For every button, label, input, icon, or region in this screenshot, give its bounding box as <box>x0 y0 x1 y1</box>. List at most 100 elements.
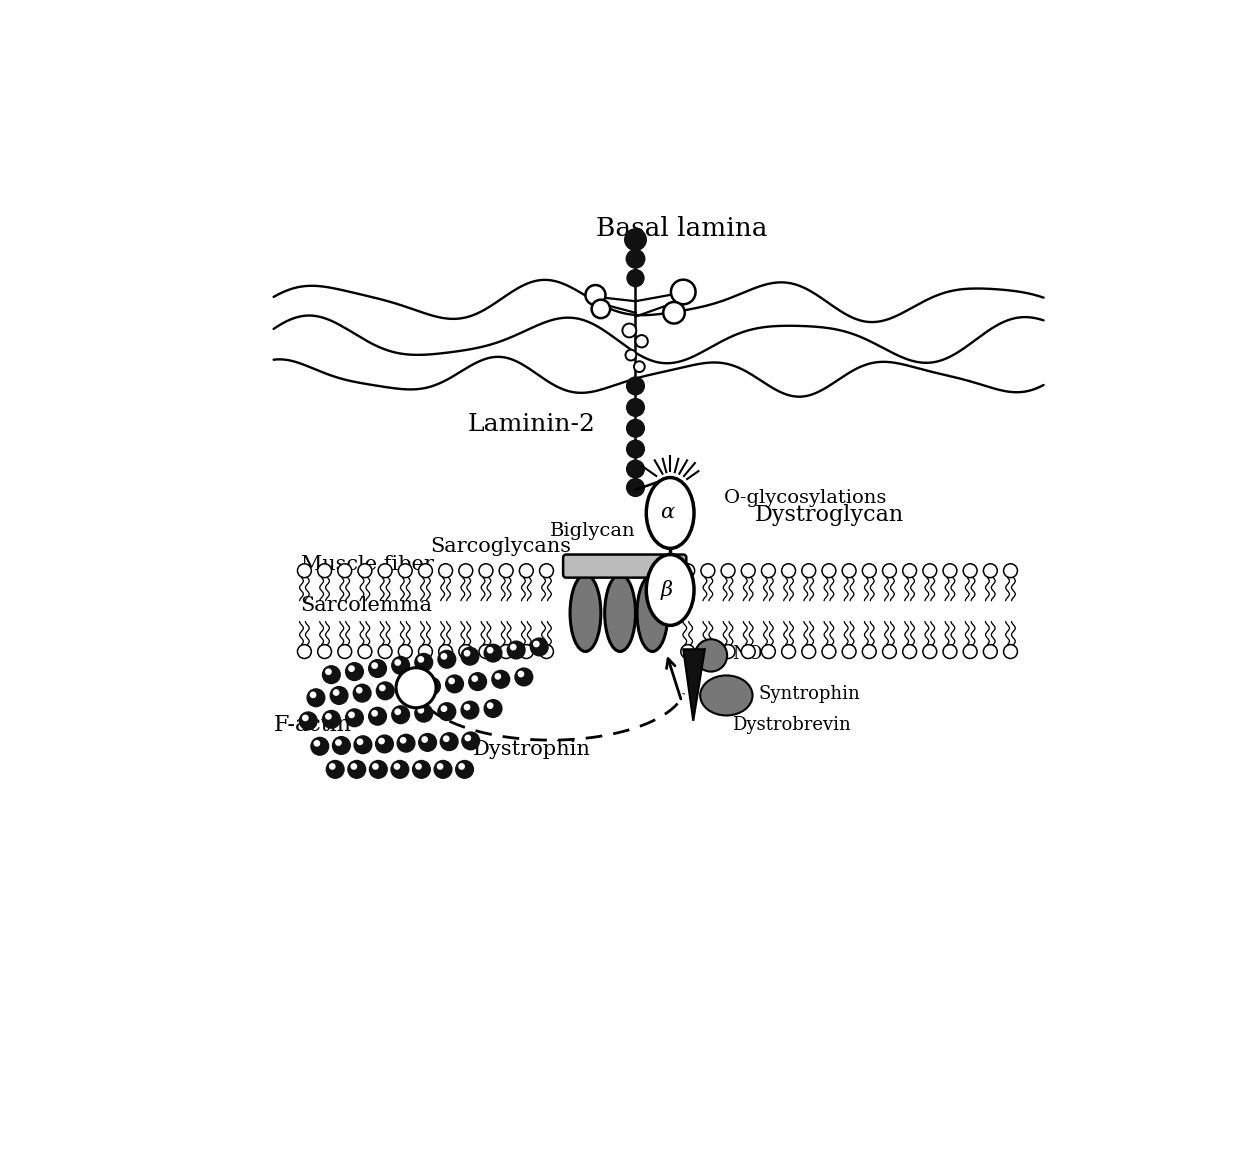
Circle shape <box>332 736 350 754</box>
Circle shape <box>415 763 422 769</box>
Circle shape <box>495 673 501 679</box>
Circle shape <box>1003 644 1017 658</box>
Circle shape <box>348 712 355 718</box>
Circle shape <box>373 763 378 769</box>
Circle shape <box>330 686 348 704</box>
Circle shape <box>459 563 472 577</box>
Circle shape <box>465 735 470 741</box>
Circle shape <box>445 675 464 693</box>
Circle shape <box>337 563 352 577</box>
Circle shape <box>923 644 936 658</box>
Text: Sarcoglycans: Sarcoglycans <box>430 537 572 555</box>
Circle shape <box>622 324 636 338</box>
Circle shape <box>515 669 533 686</box>
Circle shape <box>492 671 510 689</box>
Text: Biglycan: Biglycan <box>551 521 636 540</box>
Circle shape <box>351 763 356 769</box>
Circle shape <box>326 669 331 675</box>
Circle shape <box>681 563 694 577</box>
Circle shape <box>379 685 384 691</box>
Ellipse shape <box>637 575 668 651</box>
Circle shape <box>511 644 516 650</box>
Circle shape <box>376 735 393 753</box>
Circle shape <box>422 736 428 742</box>
Circle shape <box>469 672 486 691</box>
Circle shape <box>671 279 696 304</box>
Circle shape <box>722 644 735 658</box>
Circle shape <box>634 361 645 372</box>
Circle shape <box>439 563 453 577</box>
Circle shape <box>425 680 432 686</box>
Circle shape <box>438 650 456 669</box>
Circle shape <box>663 302 684 324</box>
Circle shape <box>379 739 384 743</box>
Circle shape <box>484 644 502 662</box>
Circle shape <box>330 763 335 769</box>
Circle shape <box>322 666 340 684</box>
Text: Syntrophin: Syntrophin <box>759 685 861 703</box>
Circle shape <box>353 684 371 703</box>
Circle shape <box>487 648 492 652</box>
Circle shape <box>418 707 424 713</box>
Circle shape <box>694 639 727 671</box>
Circle shape <box>701 644 714 658</box>
Circle shape <box>626 420 645 437</box>
Circle shape <box>397 734 415 752</box>
Circle shape <box>308 689 325 706</box>
Text: O-glycosylations: O-glycosylations <box>724 489 888 506</box>
Circle shape <box>419 644 433 658</box>
Circle shape <box>479 563 492 577</box>
Circle shape <box>626 378 645 395</box>
Circle shape <box>903 563 916 577</box>
Text: Muscle fiber: Muscle fiber <box>300 555 434 574</box>
Circle shape <box>681 644 694 658</box>
Circle shape <box>444 736 449 741</box>
Circle shape <box>449 678 454 684</box>
Circle shape <box>391 761 409 779</box>
Circle shape <box>461 732 480 749</box>
Circle shape <box>1003 563 1017 577</box>
Circle shape <box>781 563 796 577</box>
Circle shape <box>862 644 877 658</box>
Circle shape <box>346 663 363 680</box>
Circle shape <box>626 478 645 497</box>
Circle shape <box>372 663 377 669</box>
Circle shape <box>983 644 997 658</box>
Circle shape <box>415 704 433 722</box>
Ellipse shape <box>701 676 753 715</box>
Circle shape <box>533 642 539 646</box>
Circle shape <box>520 563 533 577</box>
Circle shape <box>394 763 399 769</box>
Circle shape <box>314 741 320 746</box>
Circle shape <box>336 740 341 745</box>
Circle shape <box>585 285 605 305</box>
Circle shape <box>372 711 377 715</box>
Text: Dystrobrevin: Dystrobrevin <box>732 715 851 734</box>
Circle shape <box>317 644 331 658</box>
Circle shape <box>392 657 409 675</box>
Circle shape <box>419 563 433 577</box>
Circle shape <box>317 563 331 577</box>
Circle shape <box>487 703 492 708</box>
Circle shape <box>518 671 523 677</box>
Circle shape <box>303 715 308 720</box>
Ellipse shape <box>646 478 694 548</box>
Circle shape <box>781 644 796 658</box>
Circle shape <box>370 761 387 779</box>
Circle shape <box>461 701 479 719</box>
FancyBboxPatch shape <box>563 554 686 577</box>
Circle shape <box>484 700 502 718</box>
Polygon shape <box>683 649 704 721</box>
Circle shape <box>626 250 645 268</box>
Text: α: α <box>660 504 675 523</box>
Text: β: β <box>661 580 673 600</box>
Circle shape <box>334 690 339 696</box>
Ellipse shape <box>570 575 601 651</box>
Text: F-actin: F-actin <box>274 714 352 735</box>
Circle shape <box>479 644 492 658</box>
Circle shape <box>464 651 470 656</box>
Circle shape <box>822 563 836 577</box>
Circle shape <box>326 714 331 719</box>
Circle shape <box>357 739 362 745</box>
Circle shape <box>963 563 977 577</box>
